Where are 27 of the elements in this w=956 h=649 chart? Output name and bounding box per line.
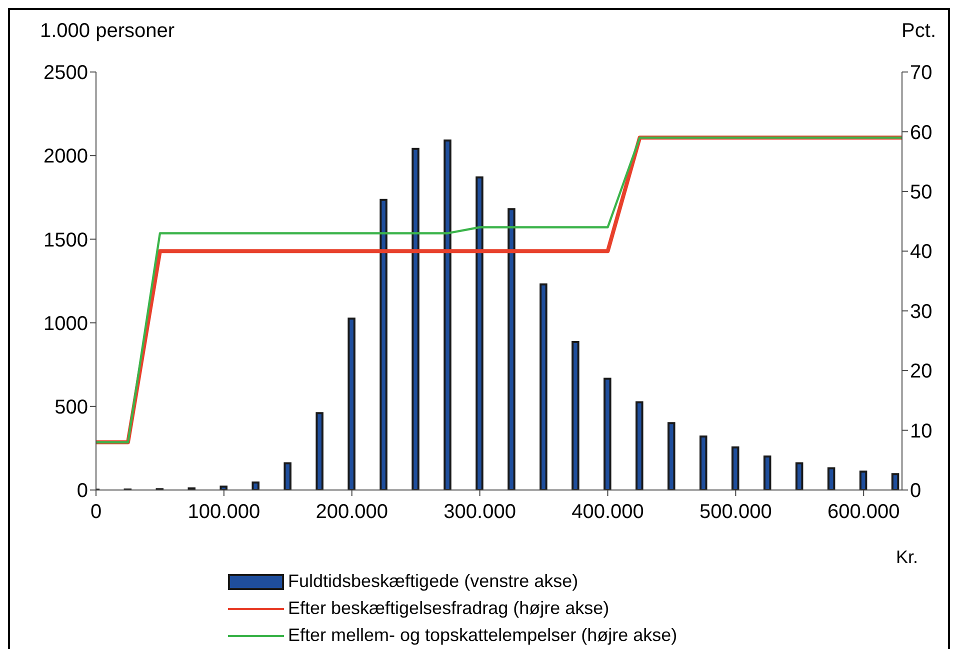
x-tick-label: 200.000 <box>316 501 388 524</box>
x-tick-label: 100.000 <box>188 501 260 524</box>
x-tick-label: 400.000 <box>572 501 644 524</box>
legend-label: Fuldtidsbeskæftigede (venstre akse) <box>288 570 578 593</box>
y-tick-label: 2500 <box>44 62 88 84</box>
y2-tick-label: 40 <box>910 241 932 264</box>
y2-tick-label: 60 <box>910 122 932 144</box>
y-axis-title: 1.000 personer <box>40 20 175 43</box>
x-tick-label: 300.000 <box>444 501 516 524</box>
y-tick-label: 0 <box>76 480 88 502</box>
x-tick-label: 500.000 <box>700 501 772 524</box>
y-tick-label: 1000 <box>44 312 88 335</box>
x-tick-label: 600.000 <box>827 501 900 524</box>
y2-tick-label: 50 <box>910 182 932 204</box>
legend-label: Efter mellem- og topskattelempelser (højre akse) <box>288 624 678 647</box>
y2-tick-label: 70 <box>910 62 932 84</box>
y-tick-label: 500 <box>54 396 88 418</box>
y2-tick-label: 30 <box>910 300 932 323</box>
legend-label: Efter beskæftigelsesfradrag (højre akse) <box>288 597 610 620</box>
y2-tick-label: 0 <box>910 480 922 502</box>
y2-tick-label: 10 <box>910 420 932 442</box>
x-axis-title: Kr. <box>896 547 918 568</box>
y-tick-label: 1500 <box>44 229 88 252</box>
y2-axis-title: Pct. <box>902 20 936 43</box>
y2-tick-label: 20 <box>910 360 932 383</box>
x-tick-label: 0 <box>90 501 102 524</box>
y-tick-label: 2000 <box>44 146 88 168</box>
